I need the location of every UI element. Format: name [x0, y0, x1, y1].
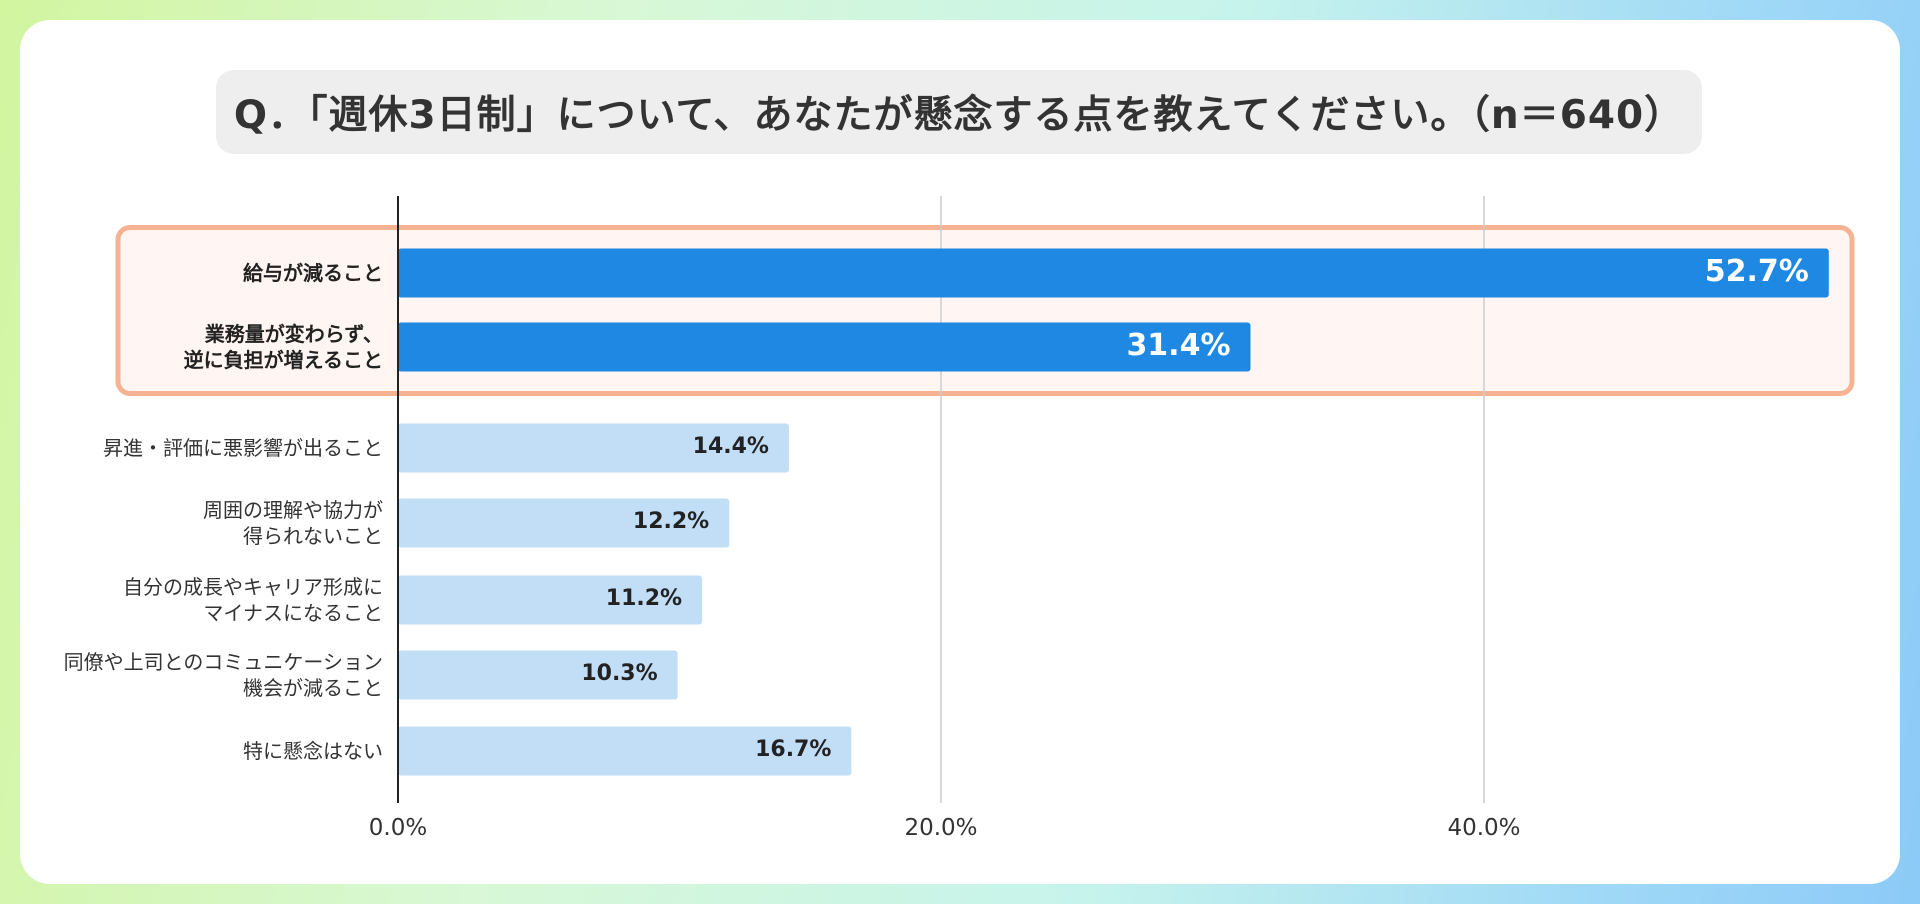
x-tick-label-2: 40.0%	[1447, 815, 1521, 841]
bar-4	[398, 575, 703, 625]
value-label-5: 10.3%	[581, 661, 658, 687]
category-label-3: 周囲の理解や協力が 得られないこと	[203, 498, 383, 548]
bar-3	[398, 498, 730, 548]
question-title-box: Q．「週休3日制」について、あなたが懸念する点を教えてください。（n＝640）	[216, 70, 1702, 154]
chart-card	[20, 20, 1900, 884]
question-title: Q．「週休3日制」について、あなたが懸念する点を教えてください。（n＝640）	[233, 93, 1685, 138]
category-label-1: 業務量が変わらず、 逆に負担が増えること	[183, 322, 383, 372]
category-label-4: 自分の成長やキャリア形成に マイナスになること	[123, 575, 383, 625]
value-label-3: 12.2%	[632, 509, 710, 535]
value-label-4: 11.2%	[605, 586, 683, 612]
bar-5	[398, 650, 678, 700]
value-label-2: 14.4%	[692, 434, 769, 460]
value-label-0: 52.7%	[1704, 254, 1809, 290]
bar-1	[398, 322, 1251, 372]
bar-0	[398, 248, 1829, 298]
category-label-2: 昇進・評価に悪影響が出ること	[103, 436, 383, 460]
category-label-5: 同僚や上司とのコミュニケーション 機会が減ること	[63, 650, 383, 700]
bar-2	[398, 423, 789, 473]
category-label-6: 特に懸念はない	[243, 739, 383, 763]
category-label-0: 給与が減ること	[243, 261, 383, 285]
bar-6	[398, 726, 852, 776]
x-tick-label-0: 0.0%	[368, 815, 428, 841]
value-label-6: 16.7%	[755, 737, 832, 763]
x-tick-label-1: 20.0%	[904, 815, 978, 841]
value-label-1: 31.4%	[1126, 328, 1231, 364]
